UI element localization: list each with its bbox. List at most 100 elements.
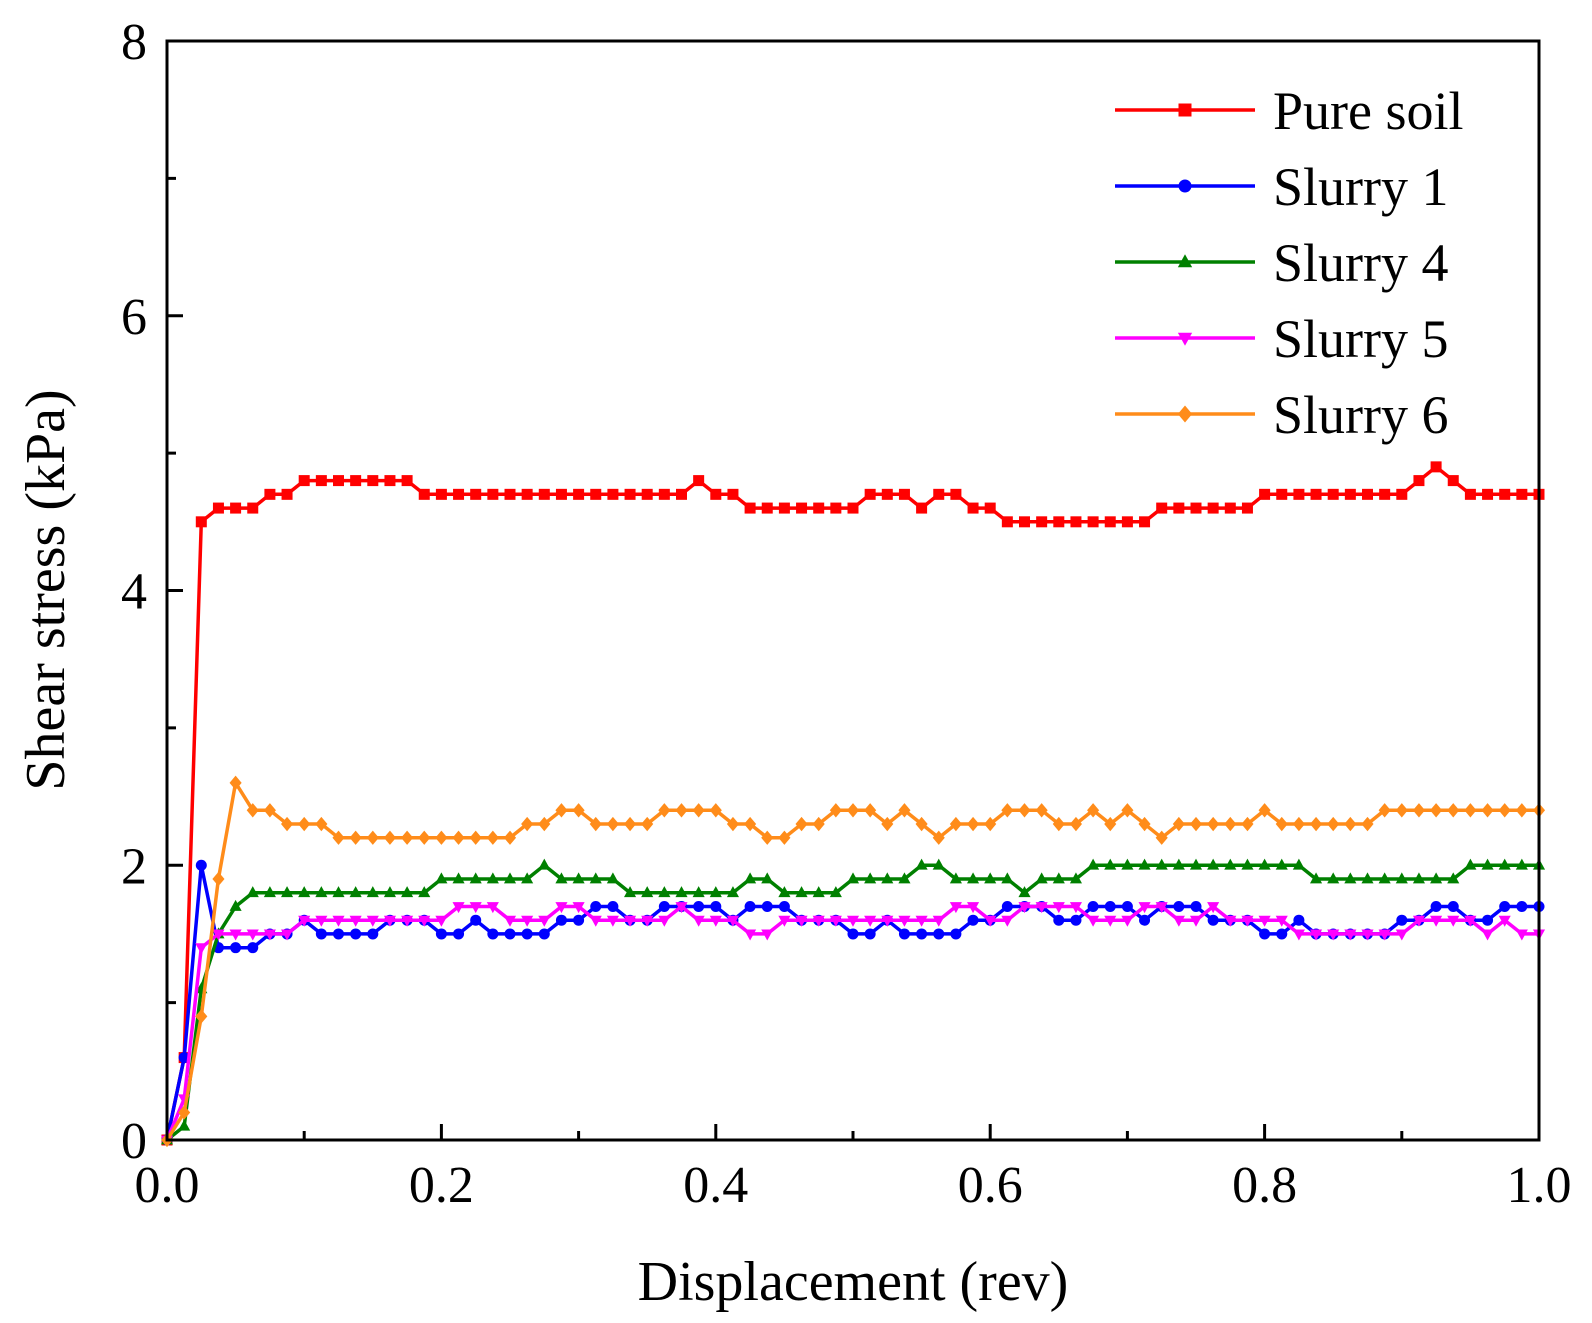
data-point-slurry-5 bbox=[1327, 929, 1340, 941]
data-point-slurry-5 bbox=[1361, 929, 1374, 941]
data-point-slurry-1 bbox=[1259, 928, 1271, 940]
data-point-slurry-6 bbox=[795, 816, 808, 832]
data-point-pure-soil bbox=[333, 475, 344, 487]
data-point-slurry-5 bbox=[212, 929, 225, 941]
data-point-pure-soil bbox=[1190, 502, 1202, 514]
y-tick-label: 8 bbox=[121, 14, 147, 71]
data-point-slurry-5 bbox=[641, 915, 654, 927]
data-point-slurry-5 bbox=[624, 915, 637, 927]
data-point-slurry-5 bbox=[915, 915, 928, 927]
data-point-slurry-1 bbox=[504, 928, 516, 940]
data-point-pure-soil bbox=[1293, 488, 1305, 500]
data-point-pure-soil bbox=[1327, 488, 1339, 500]
data-point-slurry-6 bbox=[1481, 803, 1494, 818]
data-point-pure-soil bbox=[418, 488, 430, 500]
data-point-pure-soil bbox=[1413, 475, 1425, 487]
data-point-pure-soil bbox=[1499, 488, 1511, 500]
data-point-slurry-1 bbox=[573, 914, 585, 926]
data-point-slurry-6 bbox=[1087, 803, 1100, 818]
data-point-pure-soil bbox=[658, 488, 670, 500]
data-point-slurry-6 bbox=[606, 816, 619, 832]
series-line-slurry-5 bbox=[165, 904, 1539, 1141]
data-point-slurry-4 bbox=[469, 872, 482, 884]
data-point-slurry-1 bbox=[1139, 914, 1151, 926]
data-point-slurry-6 bbox=[658, 803, 671, 818]
data-point-pure-soil bbox=[1207, 502, 1219, 514]
data-point-pure-soil bbox=[950, 488, 962, 500]
data-point-slurry-5 bbox=[1430, 915, 1443, 927]
data-point-slurry-4 bbox=[881, 872, 894, 884]
data-point-slurry-1 bbox=[1396, 914, 1408, 926]
data-point-slurry-1 bbox=[367, 928, 379, 940]
data-point-slurry-5 bbox=[469, 902, 482, 914]
data-point-slurry-6 bbox=[915, 816, 928, 832]
data-point-pure-soil bbox=[813, 502, 825, 514]
data-point-slurry-5 bbox=[1224, 915, 1237, 927]
data-point-slurry-5 bbox=[881, 915, 894, 927]
data-point-pure-soil bbox=[435, 488, 447, 500]
data-point-slurry-4 bbox=[1327, 872, 1340, 884]
data-point-slurry-5 bbox=[1035, 902, 1048, 914]
data-point-slurry-5 bbox=[281, 929, 294, 941]
data-point-slurry-6 bbox=[1018, 803, 1031, 818]
data-point-slurry-5 bbox=[1292, 929, 1305, 941]
data-point-slurry-6 bbox=[1069, 816, 1082, 832]
data-point-slurry-5 bbox=[572, 902, 585, 914]
data-point-slurry-6 bbox=[195, 1009, 208, 1024]
data-point-slurry-6 bbox=[778, 830, 791, 845]
data-point-slurry-1 bbox=[744, 900, 756, 912]
data-point-slurry-4 bbox=[658, 886, 671, 898]
data-point-slurry-1 bbox=[1499, 900, 1511, 912]
x-tick-label: 0.4 bbox=[683, 1157, 748, 1214]
data-point-pure-soil bbox=[1276, 488, 1288, 500]
data-point-slurry-6 bbox=[864, 803, 877, 818]
data-point-slurry-6 bbox=[1035, 803, 1048, 818]
data-point-slurry-4 bbox=[538, 858, 551, 870]
data-point-pure-soil bbox=[796, 502, 808, 514]
data-point-slurry-4 bbox=[829, 886, 842, 898]
data-point-slurry-5 bbox=[229, 929, 242, 941]
data-point-slurry-6 bbox=[1052, 816, 1065, 832]
data-point-slurry-4 bbox=[486, 872, 499, 884]
data-point-pure-soil bbox=[1173, 502, 1185, 514]
data-point-slurry-5 bbox=[1344, 929, 1357, 941]
data-point-slurry-5 bbox=[846, 915, 860, 927]
data-point-slurry-4 bbox=[709, 886, 722, 898]
data-point-slurry-5 bbox=[486, 902, 499, 914]
data-point-slurry-5 bbox=[1001, 915, 1014, 927]
data-point-slurry-1 bbox=[916, 928, 928, 940]
data-point-slurry-4 bbox=[503, 872, 517, 884]
data-point-pure-soil bbox=[676, 488, 687, 500]
data-point-slurry-1 bbox=[487, 928, 499, 940]
data-point-pure-soil bbox=[761, 502, 773, 514]
data-point-slurry-5 bbox=[349, 915, 362, 927]
data-point-slurry-4 bbox=[229, 899, 242, 911]
data-point-pure-soil bbox=[247, 502, 259, 514]
data-point-slurry-4 bbox=[1155, 858, 1168, 870]
data-point-slurry-4 bbox=[1395, 872, 1408, 884]
data-point-slurry-5 bbox=[1378, 929, 1391, 941]
data-point-slurry-6 bbox=[1464, 803, 1477, 818]
data-point-slurry-6 bbox=[932, 830, 945, 845]
data-point-slurry-5 bbox=[829, 915, 842, 927]
data-point-slurry-6 bbox=[383, 830, 396, 845]
data-point-slurry-6 bbox=[984, 816, 997, 832]
data-point-slurry-1 bbox=[1190, 900, 1202, 912]
data-point-pure-soil bbox=[350, 475, 362, 487]
data-point-slurry-6 bbox=[572, 803, 585, 818]
y-tick-label: 6 bbox=[121, 289, 147, 346]
data-point-slurry-5 bbox=[967, 902, 980, 914]
data-point-slurry-1 bbox=[933, 928, 945, 940]
data-point-slurry-1 bbox=[607, 900, 619, 912]
data-point-slurry-1 bbox=[1053, 914, 1065, 926]
data-point-slurry-4 bbox=[1447, 872, 1460, 884]
data-point-slurry-1 bbox=[333, 928, 344, 940]
data-point-slurry-5 bbox=[315, 915, 328, 927]
data-point-slurry-4 bbox=[1001, 872, 1014, 884]
data-point-slurry-6 bbox=[1378, 803, 1391, 818]
data-point-slurry-5 bbox=[1121, 915, 1134, 927]
data-point-pure-soil bbox=[1362, 488, 1373, 500]
data-point-slurry-1 bbox=[247, 942, 259, 954]
data-point-slurry-5 bbox=[726, 915, 739, 927]
